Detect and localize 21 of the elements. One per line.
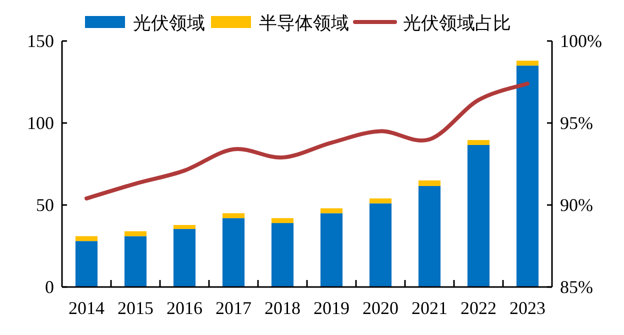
legend-label: 光伏领域 (133, 13, 205, 33)
y2-tick-label: 100% (560, 31, 602, 51)
y-tick-label: 150 (27, 31, 54, 51)
x-tick-label: 2020 (362, 298, 398, 318)
x-tick-label: 2022 (460, 298, 496, 318)
y2-tick-label: 95% (560, 113, 593, 133)
x-tick-label: 2018 (264, 298, 300, 318)
y-tick-label: 0 (45, 277, 54, 297)
y2-tick-label: 90% (560, 195, 593, 215)
x-tick-label: 2014 (68, 298, 104, 318)
y-tick-label: 50 (36, 195, 54, 215)
y2-tick-label: 85% (560, 277, 593, 297)
x-tick-label: 2015 (118, 298, 154, 318)
y-tick-label: 100 (27, 113, 54, 133)
x-tick-label: 2016 (166, 298, 202, 318)
x-tick-label: 2017 (216, 298, 252, 318)
legend-label: 光伏领域占比 (403, 13, 511, 33)
x-tick-label: 2023 (510, 298, 546, 318)
legend-label: 半导体领域 (259, 13, 349, 33)
x-tick-label: 2021 (412, 298, 448, 318)
x-tick-label: 2019 (314, 298, 350, 318)
